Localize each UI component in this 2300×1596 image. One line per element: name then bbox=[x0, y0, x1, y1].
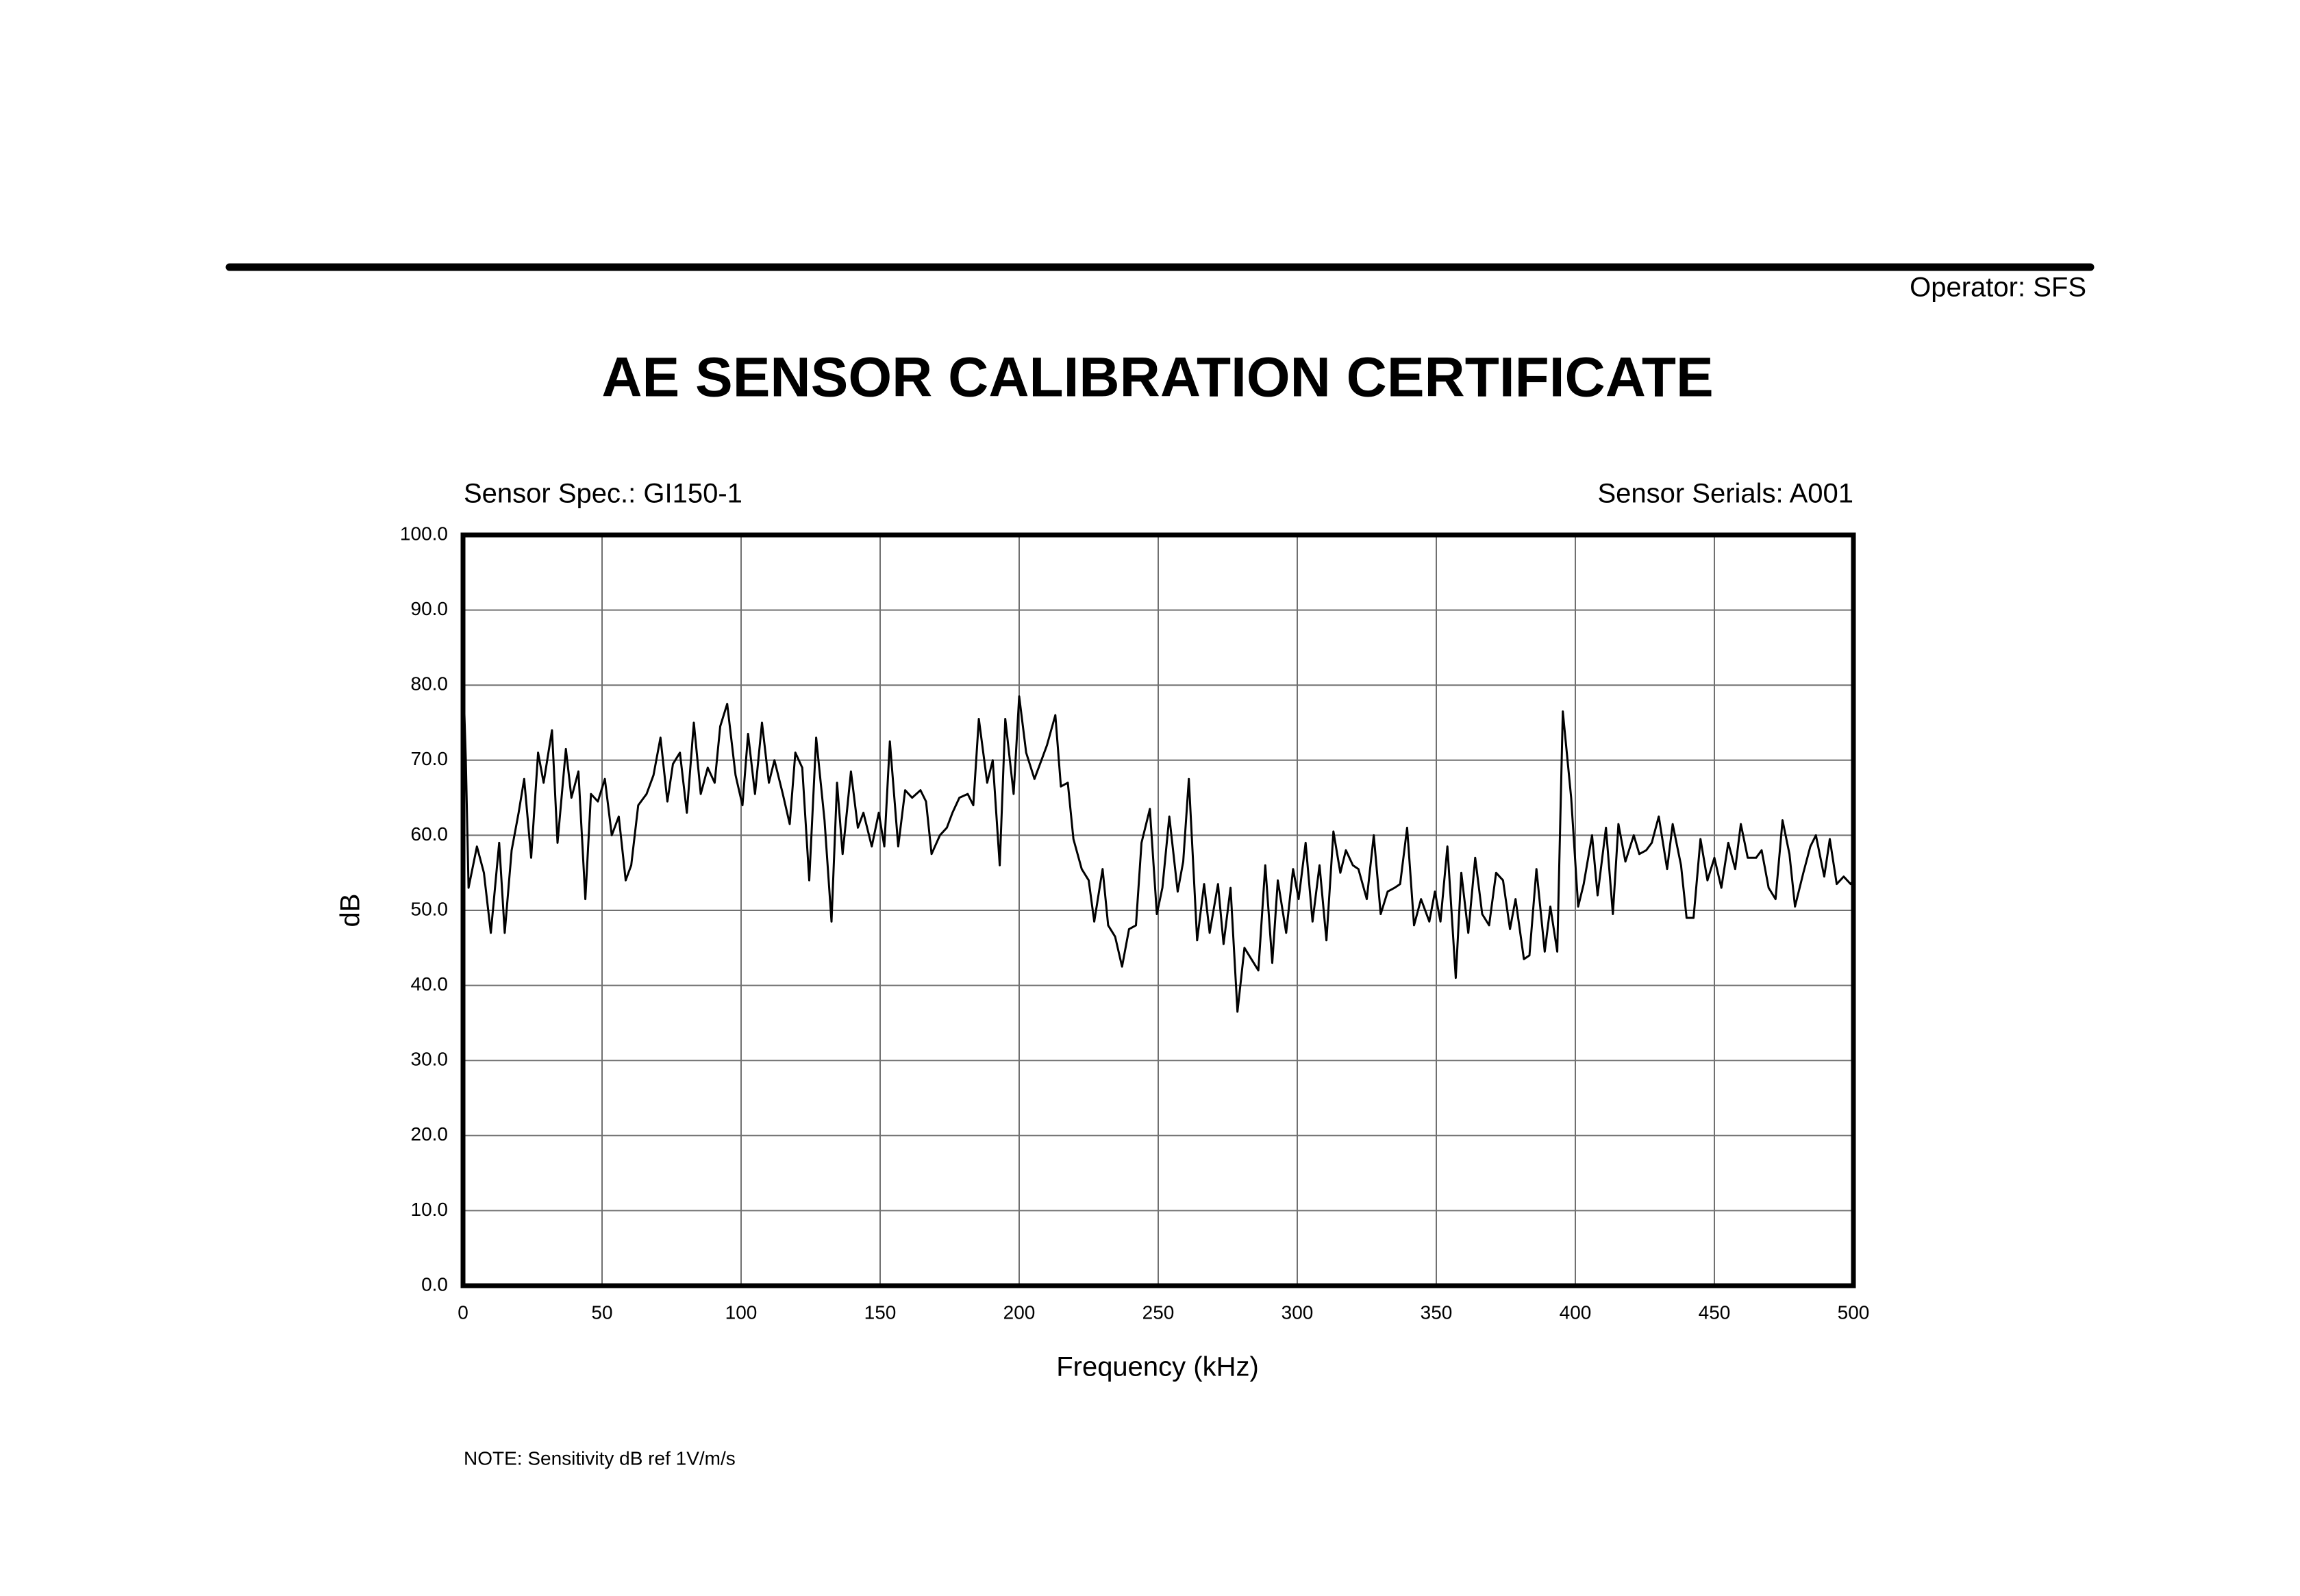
x-tick-label: 0 bbox=[458, 1301, 468, 1323]
data-line bbox=[462, 670, 1855, 1013]
y-tick-label: 70.0 bbox=[411, 748, 449, 769]
y-tick-label: 30.0 bbox=[411, 1049, 449, 1070]
x-axis-label: Frequency (kHz) bbox=[1056, 1352, 1259, 1382]
operator: Operator: SFS bbox=[1910, 273, 2086, 303]
y-tick-label: 40.0 bbox=[411, 973, 449, 995]
x-tick-label: 300 bbox=[1282, 1301, 1314, 1323]
x-tick-label: 200 bbox=[1003, 1301, 1036, 1323]
y-tick-label: 100.0 bbox=[400, 523, 448, 544]
x-tick-label: 450 bbox=[1699, 1301, 1731, 1323]
plot-frame bbox=[460, 532, 1856, 1288]
y-tick-label: 10.0 bbox=[411, 1199, 449, 1220]
y-tick-label: 90.0 bbox=[411, 598, 449, 619]
x-tick-label: 350 bbox=[1421, 1301, 1453, 1323]
x-tick-label: 250 bbox=[1142, 1301, 1175, 1323]
x-tick-label: 50 bbox=[591, 1301, 612, 1323]
y-tick-label: 50.0 bbox=[411, 898, 449, 919]
x-tick-label: 150 bbox=[864, 1301, 897, 1323]
y-tick-label: 80.0 bbox=[411, 673, 449, 695]
plot bbox=[460, 532, 1856, 1288]
note: NOTE: Sensitivity dB ref 1V/m/s bbox=[464, 1447, 736, 1469]
y-tick-label: 0.0 bbox=[421, 1273, 448, 1295]
x-tick-label: 100 bbox=[725, 1301, 758, 1323]
x-tick-label: 500 bbox=[1838, 1301, 1870, 1323]
sensor-serials: Sensor Serials: A001 bbox=[1597, 479, 1853, 509]
y-tick-label: 60.0 bbox=[411, 823, 449, 845]
y-axis-label: dB bbox=[336, 894, 366, 927]
sensor-spec: Sensor Spec.: GI150-1 bbox=[464, 479, 742, 509]
y-tick-label: 20.0 bbox=[411, 1123, 449, 1145]
chart-title: AE SENSOR CALIBRATION CERTIFICATE bbox=[601, 347, 1713, 409]
x-tick-label: 400 bbox=[1560, 1301, 1592, 1323]
